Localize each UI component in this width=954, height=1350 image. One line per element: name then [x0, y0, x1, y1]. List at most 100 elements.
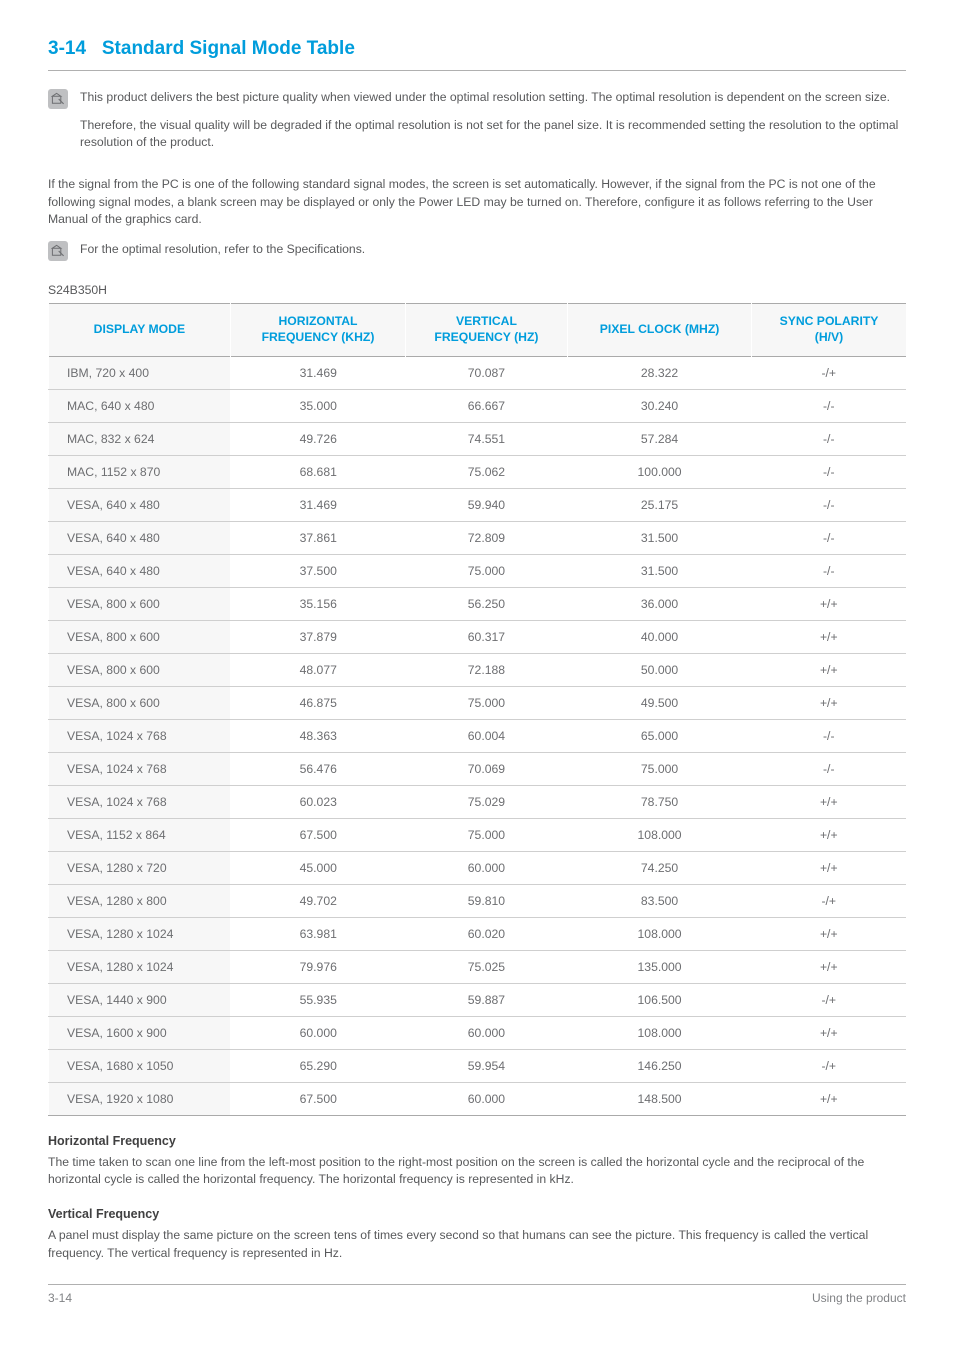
cell-sp: +/+	[752, 620, 906, 653]
cell-hf: 55.935	[231, 983, 406, 1016]
cell-vf: 75.062	[405, 455, 567, 488]
cell-hf: 35.156	[231, 587, 406, 620]
cell-vf: 59.810	[405, 884, 567, 917]
cell-mode: VESA, 800 x 600	[49, 653, 231, 686]
note-block-1: This product delivers the best picture q…	[48, 89, 906, 162]
cell-hf: 37.500	[231, 554, 406, 587]
cell-mode: IBM, 720 x 400	[49, 356, 231, 389]
cell-sp: -/-	[752, 455, 906, 488]
cell-sp: +/+	[752, 917, 906, 950]
body-paragraph: If the signal from the PC is one of the …	[48, 176, 906, 229]
cell-pc: 31.500	[568, 554, 752, 587]
cell-vf: 66.667	[405, 389, 567, 422]
cell-mode: MAC, 832 x 624	[49, 422, 231, 455]
cell-pc: 50.000	[568, 653, 752, 686]
cell-sp: -/-	[752, 422, 906, 455]
cell-vf: 59.887	[405, 983, 567, 1016]
cell-pc: 74.250	[568, 851, 752, 884]
cell-hf: 56.476	[231, 752, 406, 785]
col-vertical-freq: VERTICAL FREQUENCY (HZ)	[405, 303, 567, 356]
cell-mode: VESA, 800 x 600	[49, 686, 231, 719]
note-text: For the optimal resolution, refer to the…	[80, 241, 365, 269]
cell-vf: 60.004	[405, 719, 567, 752]
table-header-row: DISPLAY MODE HORIZONTAL FREQUENCY (KHZ) …	[49, 303, 907, 356]
note-text: This product delivers the best picture q…	[80, 89, 906, 162]
table-row: MAC, 1152 x 87068.68175.062100.000-/-	[49, 455, 907, 488]
table-row: VESA, 800 x 60037.87960.31740.000+/+	[49, 620, 907, 653]
cell-mode: VESA, 1280 x 1024	[49, 950, 231, 983]
cell-sp: +/+	[752, 1082, 906, 1115]
cell-pc: 78.750	[568, 785, 752, 818]
cell-pc: 135.000	[568, 950, 752, 983]
cell-sp: -/+	[752, 884, 906, 917]
cell-hf: 48.077	[231, 653, 406, 686]
cell-pc: 40.000	[568, 620, 752, 653]
cell-pc: 30.240	[568, 389, 752, 422]
cell-hf: 46.875	[231, 686, 406, 719]
cell-hf: 65.290	[231, 1049, 406, 1082]
cell-mode: VESA, 1280 x 800	[49, 884, 231, 917]
cell-mode: VESA, 1024 x 768	[49, 785, 231, 818]
note-block-2: For the optimal resolution, refer to the…	[48, 241, 906, 269]
cell-vf: 70.069	[405, 752, 567, 785]
cell-vf: 74.551	[405, 422, 567, 455]
cell-hf: 79.976	[231, 950, 406, 983]
cell-hf: 45.000	[231, 851, 406, 884]
table-row: VESA, 800 x 60048.07772.18850.000+/+	[49, 653, 907, 686]
cell-vf: 56.250	[405, 587, 567, 620]
section-title: 3-14 Standard Signal Mode Table	[48, 38, 906, 71]
table-row: VESA, 800 x 60035.15656.25036.000+/+	[49, 587, 907, 620]
section-name: Standard Signal Mode Table	[102, 38, 355, 59]
cell-pc: 146.250	[568, 1049, 752, 1082]
table-row: VESA, 1600 x 90060.00060.000108.000+/+	[49, 1016, 907, 1049]
col-horizontal-freq: HORIZONTAL FREQUENCY (KHZ)	[231, 303, 406, 356]
table-row: MAC, 640 x 48035.00066.66730.240-/-	[49, 389, 907, 422]
note-icon	[48, 89, 68, 109]
note-icon	[48, 241, 68, 261]
cell-vf: 72.809	[405, 521, 567, 554]
vf-heading: Vertical Frequency	[48, 1207, 906, 1221]
cell-sp: +/+	[752, 1016, 906, 1049]
table-row: VESA, 1152 x 86467.50075.000108.000+/+	[49, 818, 907, 851]
cell-mode: VESA, 1152 x 864	[49, 818, 231, 851]
cell-sp: -/+	[752, 356, 906, 389]
signal-mode-table: DISPLAY MODE HORIZONTAL FREQUENCY (KHZ) …	[48, 303, 906, 1116]
cell-pc: 36.000	[568, 587, 752, 620]
cell-sp: -/-	[752, 752, 906, 785]
footer-left: 3-14	[48, 1291, 72, 1305]
col-sync-polarity: SYNC POLARITY (H/V)	[752, 303, 906, 356]
cell-sp: +/+	[752, 587, 906, 620]
cell-hf: 31.469	[231, 356, 406, 389]
vf-text: A panel must display the same picture on…	[48, 1227, 906, 1262]
cell-pc: 108.000	[568, 1016, 752, 1049]
page-footer: 3-14 Using the product	[48, 1284, 906, 1305]
table-row: IBM, 720 x 40031.46970.08728.322-/+	[49, 356, 907, 389]
cell-hf: 60.000	[231, 1016, 406, 1049]
cell-sp: -/-	[752, 554, 906, 587]
cell-vf: 60.317	[405, 620, 567, 653]
footer-right: Using the product	[812, 1291, 906, 1305]
cell-vf: 75.029	[405, 785, 567, 818]
cell-sp: +/+	[752, 851, 906, 884]
table-row: VESA, 800 x 60046.87575.00049.500+/+	[49, 686, 907, 719]
cell-mode: VESA, 1920 x 1080	[49, 1082, 231, 1115]
note-para: Therefore, the visual quality will be de…	[80, 117, 906, 152]
cell-pc: 57.284	[568, 422, 752, 455]
section-number: 3-14	[48, 38, 86, 59]
cell-pc: 106.500	[568, 983, 752, 1016]
cell-vf: 60.000	[405, 851, 567, 884]
cell-hf: 67.500	[231, 818, 406, 851]
cell-pc: 25.175	[568, 488, 752, 521]
cell-pc: 108.000	[568, 917, 752, 950]
col-pixel-clock: PIXEL CLOCK (MHZ)	[568, 303, 752, 356]
cell-hf: 37.861	[231, 521, 406, 554]
cell-sp: -/-	[752, 719, 906, 752]
cell-vf: 75.000	[405, 818, 567, 851]
table-row: VESA, 640 x 48037.86172.80931.500-/-	[49, 521, 907, 554]
cell-vf: 60.000	[405, 1016, 567, 1049]
cell-pc: 31.500	[568, 521, 752, 554]
cell-sp: +/+	[752, 818, 906, 851]
table-row: VESA, 1024 x 76856.47670.06975.000-/-	[49, 752, 907, 785]
cell-mode: VESA, 800 x 600	[49, 620, 231, 653]
note-para: For the optimal resolution, refer to the…	[80, 241, 365, 259]
